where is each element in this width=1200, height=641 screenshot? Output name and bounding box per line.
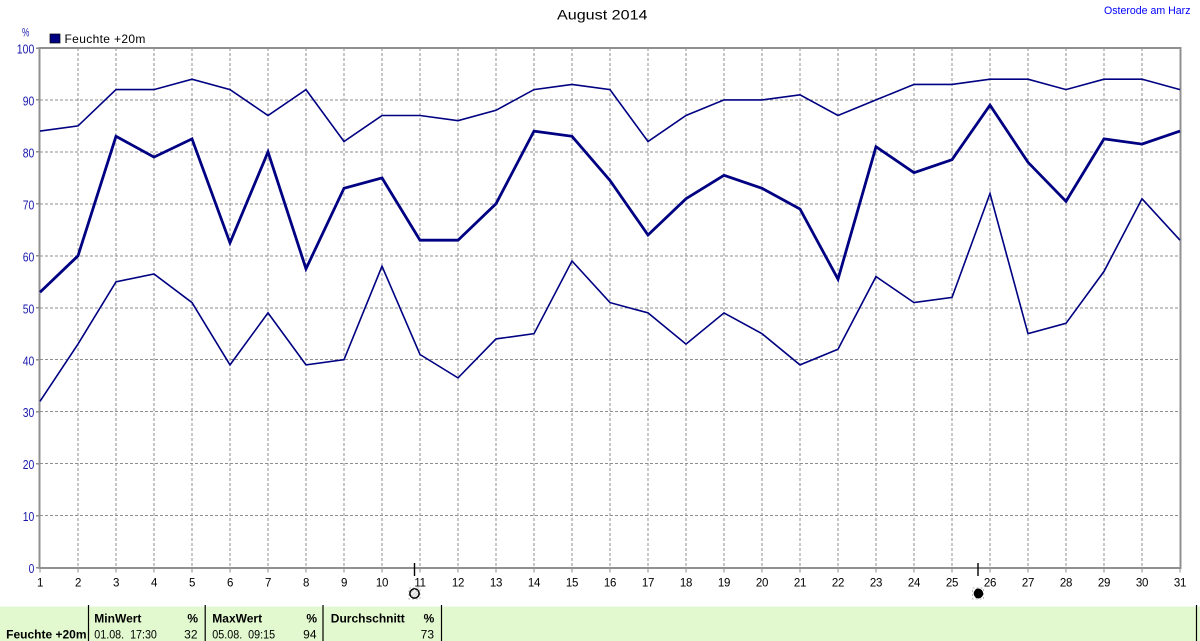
- svg-text:94: 94: [303, 627, 317, 641]
- svg-text:80: 80: [23, 146, 35, 161]
- svg-text:16: 16: [604, 577, 616, 589]
- svg-text:20: 20: [23, 457, 35, 472]
- svg-text:9: 9: [341, 577, 347, 589]
- svg-text:17: 17: [642, 577, 654, 589]
- svg-text:22: 22: [832, 577, 844, 589]
- svg-text:27: 27: [1022, 577, 1034, 589]
- svg-text:24: 24: [908, 577, 921, 589]
- svg-text:19: 19: [718, 577, 730, 589]
- svg-text:25: 25: [946, 577, 958, 589]
- svg-text:23: 23: [870, 577, 882, 589]
- svg-text:30: 30: [1136, 577, 1148, 589]
- svg-text:90: 90: [23, 94, 35, 109]
- svg-text:70: 70: [23, 197, 35, 212]
- svg-text:15: 15: [566, 577, 578, 589]
- svg-text:20: 20: [756, 577, 768, 589]
- svg-text:31: 31: [1174, 577, 1186, 589]
- svg-text:12: 12: [452, 577, 464, 589]
- svg-text:Durchschnitt: Durchschnitt: [331, 612, 405, 626]
- svg-text:MaxWert: MaxWert: [212, 612, 262, 626]
- svg-text:10: 10: [23, 509, 35, 524]
- svg-text:40: 40: [23, 353, 35, 368]
- svg-text:11: 11: [414, 577, 425, 589]
- svg-text:32: 32: [184, 627, 198, 641]
- svg-text:2: 2: [75, 577, 81, 589]
- svg-text:29: 29: [1098, 577, 1110, 589]
- svg-text:21: 21: [794, 577, 806, 589]
- svg-text:60: 60: [23, 249, 35, 264]
- svg-text:Feuchte +20m: Feuchte +20m: [65, 32, 146, 46]
- svg-text:5: 5: [189, 577, 195, 589]
- svg-text:30: 30: [23, 405, 35, 420]
- svg-text:8: 8: [303, 577, 309, 589]
- svg-text:01.08. 17:30: 01.08. 17:30: [94, 627, 157, 641]
- svg-text:73: 73: [421, 627, 435, 641]
- svg-text:%: %: [424, 612, 435, 626]
- svg-text:0: 0: [29, 561, 35, 576]
- svg-text:August 2014: August 2014: [557, 6, 648, 22]
- svg-text:%: %: [187, 612, 198, 626]
- svg-text:Osterode am Harz: Osterode am Harz: [1104, 5, 1191, 17]
- svg-text:26: 26: [984, 577, 996, 589]
- svg-text:%: %: [306, 612, 317, 626]
- svg-text:6: 6: [227, 577, 233, 589]
- svg-text:13: 13: [490, 577, 502, 589]
- svg-text:100: 100: [17, 42, 35, 57]
- svg-text:MinWert: MinWert: [94, 612, 141, 626]
- svg-text:28: 28: [1060, 577, 1072, 589]
- svg-text:10: 10: [376, 577, 388, 589]
- svg-text:14: 14: [528, 577, 541, 589]
- svg-text:50: 50: [23, 301, 35, 316]
- svg-text:05.08. 09:15: 05.08. 09:15: [212, 627, 275, 641]
- svg-text:4: 4: [151, 577, 158, 589]
- svg-text:Feuchte +20m: Feuchte +20m: [6, 627, 86, 641]
- svg-text:%: %: [22, 27, 29, 39]
- svg-text:1: 1: [37, 577, 43, 589]
- svg-text:7: 7: [265, 577, 271, 589]
- svg-text:3: 3: [113, 577, 119, 589]
- svg-text:18: 18: [680, 577, 692, 589]
